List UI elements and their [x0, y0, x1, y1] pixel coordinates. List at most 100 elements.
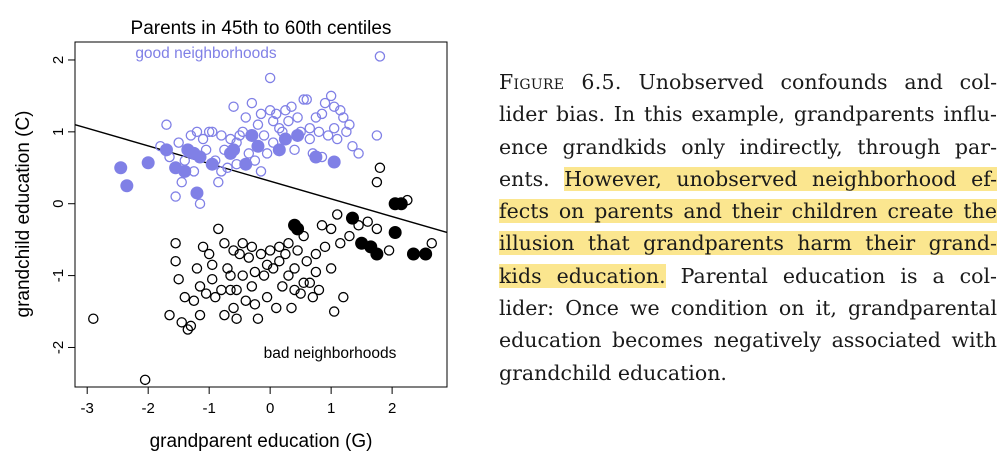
open-point: [374, 162, 386, 174]
open-point: [289, 263, 300, 274]
open-point: [188, 166, 200, 177]
open-point: [170, 237, 181, 249]
open-point: [197, 241, 209, 253]
open-point: [344, 119, 355, 130]
open-point: [206, 259, 218, 271]
filled-point: [251, 139, 265, 153]
caption-line-8: lider: Once we condition on it, grandpar…: [499, 296, 997, 321]
open-point: [286, 101, 297, 112]
chart-title: Parents in 45th to 60th centiles: [131, 18, 392, 39]
open-point: [197, 133, 209, 145]
open-point: [267, 115, 279, 127]
y-tick-label: -1: [50, 269, 67, 282]
open-point: [188, 295, 200, 306]
open-point: [325, 90, 337, 102]
plot-frame: [74, 41, 448, 388]
open-point: [182, 324, 194, 335]
open-point: [252, 313, 264, 324]
highlighted-text: However, unobserved neighborhood ef-: [564, 166, 997, 191]
open-point: [179, 291, 191, 303]
open-point: [304, 277, 316, 289]
open-point: [277, 126, 288, 138]
series-0: [114, 128, 341, 200]
highlighted-text: illusion that grandparents harm their gr…: [499, 231, 997, 256]
open-point: [170, 191, 181, 202]
open-point: [203, 126, 215, 138]
open-point: [426, 237, 438, 249]
open-point: [270, 108, 282, 120]
caption-line-7: kids education. Parental education is a …: [499, 263, 997, 288]
filled-point: [190, 186, 204, 200]
open-point: [280, 248, 291, 260]
open-point: [249, 155, 261, 166]
filled-point: [406, 247, 420, 261]
open-point: [274, 255, 285, 267]
series-1: [155, 51, 386, 209]
open-point: [267, 263, 279, 274]
open-point: [261, 259, 273, 271]
open-point: [292, 112, 303, 123]
open-point: [298, 277, 309, 289]
caption-line-3: ence grandkids only indirectly, through …: [499, 134, 997, 159]
filled-point: [120, 179, 134, 193]
open-point: [173, 273, 184, 285]
open-point: [234, 130, 245, 141]
open-point: [335, 105, 346, 116]
open-point: [225, 133, 236, 145]
open-point: [338, 112, 349, 123]
filled-point: [245, 128, 259, 142]
open-point: [353, 148, 364, 159]
open-point: [225, 284, 236, 296]
filled-point: [278, 132, 292, 146]
open-point: [213, 176, 224, 188]
y-tick-label: 0: [50, 200, 67, 208]
open-point: [246, 281, 258, 292]
open-point: [210, 155, 221, 166]
open-point: [185, 130, 197, 141]
open-point: [316, 108, 328, 120]
series-3: [88, 162, 438, 386]
open-point: [249, 266, 261, 278]
open-point: [383, 245, 395, 256]
caption-line-10: grandchild education.: [499, 360, 727, 385]
open-point: [231, 158, 242, 170]
open-point: [164, 309, 175, 321]
open-point: [307, 148, 319, 159]
filled-point: [178, 164, 192, 178]
open-point: [270, 302, 282, 314]
open-point: [258, 130, 270, 141]
open-point: [292, 245, 303, 256]
open-point: [219, 309, 230, 321]
open-point: [194, 309, 206, 321]
open-point: [219, 237, 230, 249]
open-point: [170, 255, 181, 267]
open-point: [231, 313, 242, 324]
open-point: [310, 112, 322, 123]
open-point: [161, 119, 172, 130]
open-point: [222, 263, 233, 274]
open-point: [289, 144, 300, 156]
x-tick-label: -1: [202, 400, 215, 417]
open-point: [216, 166, 227, 177]
regression-line: [74, 123, 448, 234]
figure-label: Figure 6.5.: [499, 70, 622, 94]
open-point: [283, 115, 294, 127]
open-point: [328, 101, 340, 112]
open-point: [319, 241, 331, 253]
open-point: [255, 108, 267, 120]
open-point: [203, 248, 215, 260]
open-point: [353, 220, 364, 231]
filled-point: [388, 225, 402, 239]
y-tick-label: -2: [50, 341, 67, 354]
open-point: [286, 302, 297, 314]
open-point: [310, 248, 322, 260]
filled-point: [239, 157, 253, 171]
open-point: [295, 126, 306, 138]
series-2: [288, 197, 433, 261]
open-point: [267, 137, 279, 148]
caption-line-5: fects on parents and their children crea…: [499, 195, 997, 227]
open-point: [316, 220, 328, 231]
open-point: [255, 248, 267, 260]
open-point: [371, 223, 383, 235]
caption-line-4: ents. However, unobserved neighborhood e…: [499, 166, 997, 191]
